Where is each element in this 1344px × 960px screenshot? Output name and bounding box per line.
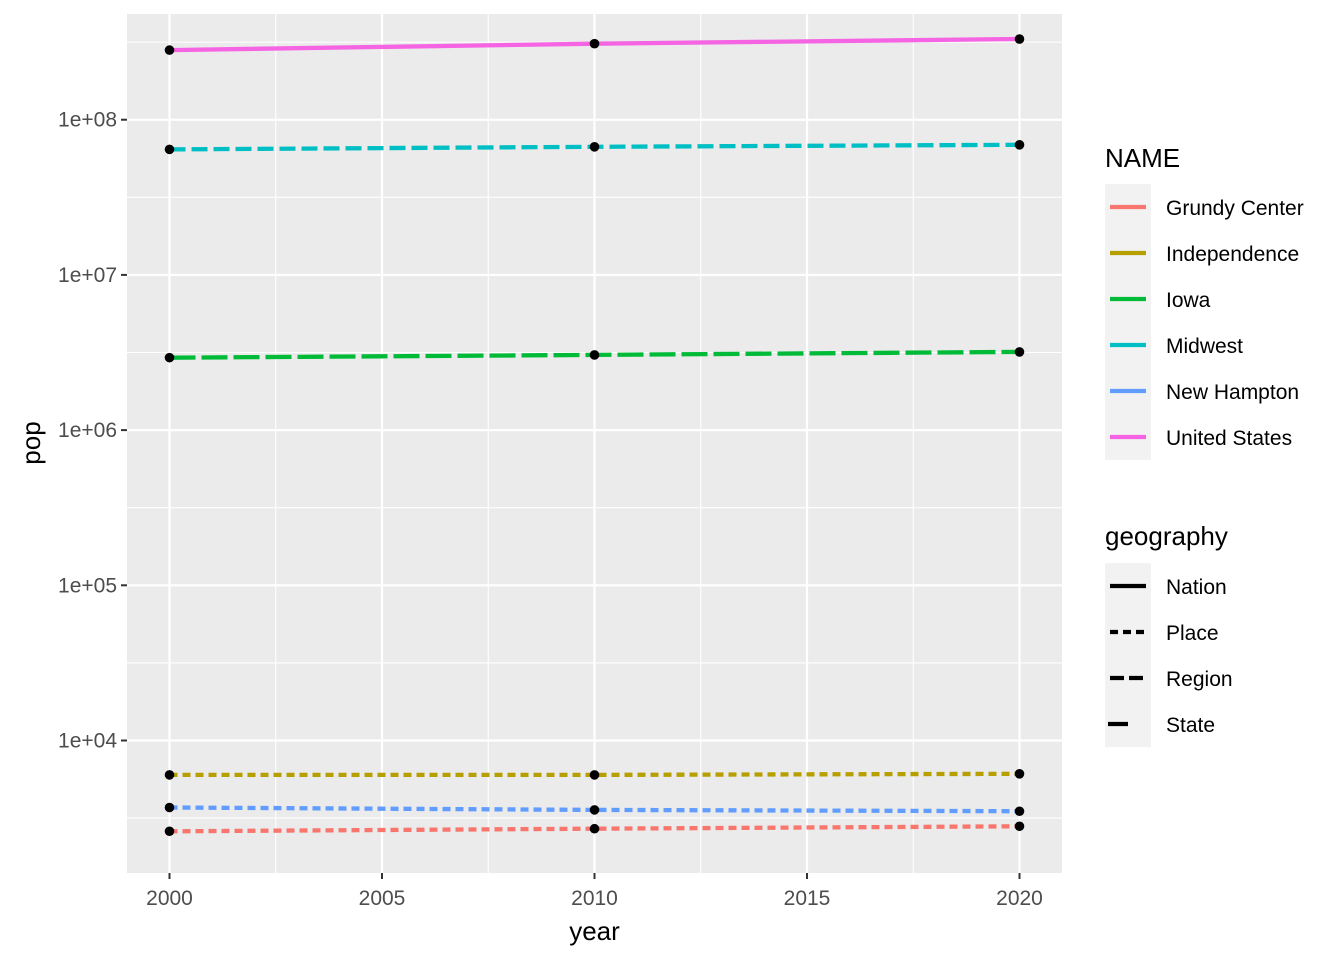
data-point bbox=[164, 144, 175, 155]
legend-label: Grundy Center bbox=[1166, 197, 1304, 220]
legend-label: United States bbox=[1166, 427, 1292, 450]
data-point bbox=[589, 350, 600, 360]
legend-label: Iowa bbox=[1166, 289, 1211, 312]
x-tick-label: 2005 bbox=[359, 887, 406, 910]
x-tick-label: 2020 bbox=[996, 887, 1043, 910]
data-point bbox=[1014, 769, 1025, 779]
legend-key-background bbox=[1105, 184, 1151, 460]
legend-label: Independence bbox=[1166, 243, 1299, 266]
data-point bbox=[164, 802, 175, 813]
y-tick-label: 1e+07 bbox=[58, 264, 117, 287]
x-axis-title: year bbox=[569, 916, 620, 946]
y-tick-label: 1e+05 bbox=[58, 574, 117, 597]
series-line-new-hampton bbox=[169, 805, 1020, 814]
legend-label: Midwest bbox=[1166, 335, 1243, 358]
legend-key-background bbox=[1105, 563, 1151, 747]
y-tick-label: 1e+04 bbox=[58, 729, 117, 752]
data-point bbox=[589, 823, 600, 834]
x-tick-label: 2010 bbox=[571, 887, 618, 910]
series-line-grundy-center bbox=[169, 824, 1020, 834]
major-grid bbox=[127, 14, 1062, 873]
data-point bbox=[589, 805, 600, 815]
x-axis: 2000 2005 2010 2015 2020 bbox=[146, 873, 1043, 910]
legend-geography: geography Nation Place Region State bbox=[1105, 521, 1233, 747]
legend-label: Region bbox=[1166, 668, 1233, 691]
legend-name: NAME Grundy Center Independence Iowa Midwes… bbox=[1105, 143, 1304, 460]
data-point bbox=[589, 770, 600, 780]
y-tick-label: 1e+06 bbox=[58, 419, 117, 442]
legend-label: State bbox=[1166, 714, 1215, 737]
y-tick-label: 1e+08 bbox=[58, 109, 117, 132]
data-point bbox=[164, 352, 175, 363]
points-layer bbox=[164, 34, 1025, 837]
data-point bbox=[164, 770, 175, 780]
x-tick-label: 2015 bbox=[784, 887, 831, 910]
data-point bbox=[164, 45, 175, 55]
data-point bbox=[589, 38, 600, 49]
data-point bbox=[1014, 821, 1025, 832]
legend-label: Nation bbox=[1166, 576, 1227, 599]
y-axis-title: pop bbox=[16, 421, 46, 464]
series-line-independence bbox=[169, 771, 1020, 778]
data-point bbox=[1014, 34, 1025, 44]
y-axis: 1e+04 1e+05 1e+06 1e+07 1e+08 bbox=[58, 109, 127, 752]
legend-label: New Hampton bbox=[1166, 381, 1299, 404]
data-point bbox=[1014, 140, 1025, 150]
legend-label: Place bbox=[1166, 622, 1219, 645]
data-point bbox=[1014, 806, 1025, 817]
data-point bbox=[1014, 347, 1025, 357]
legend-geography-title: geography bbox=[1105, 521, 1228, 551]
data-point bbox=[164, 826, 175, 837]
data-point bbox=[589, 142, 600, 152]
x-tick-label: 2000 bbox=[146, 887, 193, 910]
legend-name-title: NAME bbox=[1105, 143, 1180, 173]
